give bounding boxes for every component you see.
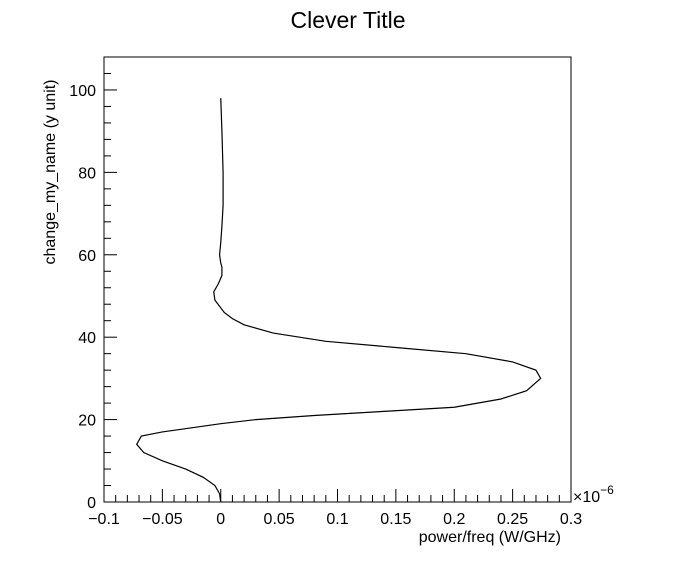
x-tick-label: 0.15 xyxy=(380,511,411,528)
y-tick-label: 20 xyxy=(78,413,96,430)
y-tick-label: 60 xyxy=(78,248,96,265)
chart-title: Clever Title xyxy=(290,7,405,33)
y-axis: 0 20 40 60 80 100 xyxy=(69,56,117,512)
y-axis-label: change_my_name (y unit) xyxy=(42,80,59,265)
y-tick-label: 40 xyxy=(78,330,96,347)
plot-frame xyxy=(103,56,572,503)
x-axis-exponent-base: ×10 xyxy=(573,489,600,506)
x-tick-label: 0.05 xyxy=(264,511,295,528)
x-tick-label: 0.2 xyxy=(443,511,465,528)
x-axis-label: power/freq (W/GHz) xyxy=(419,529,561,546)
y-tick-label: 0 xyxy=(87,495,96,512)
x-tick-label: 0.1 xyxy=(326,511,348,528)
y-tick-label: 80 xyxy=(78,165,96,182)
x-axis: −0.1 −0.05 0 0.05 0.1 0.15 0.2 0.25 0.3 xyxy=(88,489,582,528)
x-tick-label: −0.05 xyxy=(142,511,183,528)
y-tick-label: 100 xyxy=(69,83,96,100)
x-tick-label: 0.3 xyxy=(560,511,582,528)
x-tick-label: 0 xyxy=(216,511,225,528)
x-tick-label: 0.25 xyxy=(497,511,528,528)
x-tick-label: −0.1 xyxy=(88,511,120,528)
x-axis-exponent-power: −6 xyxy=(600,483,614,497)
x-axis-exponent: ×10−6 xyxy=(573,483,614,506)
series-line xyxy=(135,98,542,503)
